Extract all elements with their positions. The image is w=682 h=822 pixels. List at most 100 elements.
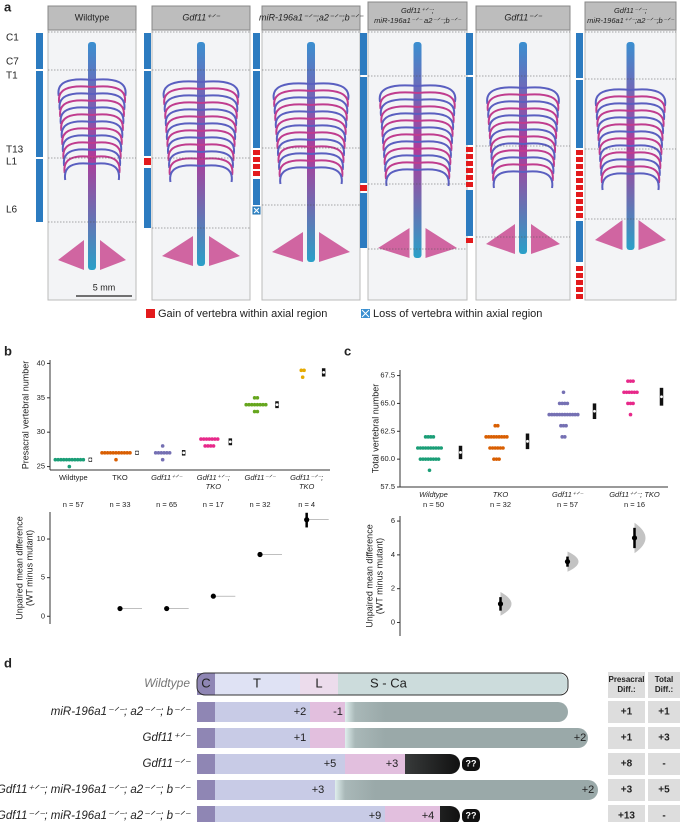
rib (91, 162, 121, 181)
rib (169, 164, 202, 183)
data-point (631, 379, 635, 383)
data-point (100, 451, 104, 455)
data-point (493, 423, 498, 428)
data-point (108, 451, 113, 455)
table-header (648, 672, 680, 698)
data-point (67, 464, 72, 469)
data-point (114, 457, 118, 462)
rib (385, 168, 418, 187)
data-point (215, 437, 220, 441)
data-point (119, 451, 124, 455)
rib (599, 151, 631, 170)
rib (600, 158, 631, 177)
rib (597, 123, 631, 142)
data-point (416, 446, 420, 450)
row-genotype: Wildtype (144, 676, 190, 690)
data-point (631, 401, 635, 406)
row-bar (345, 754, 405, 774)
rib (310, 103, 348, 122)
y-axis-label: Unpaired mean difference (14, 516, 24, 619)
header-box (475, 5, 571, 31)
rib (57, 78, 93, 97)
data-point (560, 401, 564, 406)
rib (91, 134, 123, 153)
rib (273, 89, 312, 108)
rib (91, 141, 122, 160)
rib (310, 110, 348, 129)
change-label: +9 (369, 810, 382, 822)
data-point (162, 451, 166, 455)
x-tick-label: Wildtype (419, 490, 448, 499)
level-label: C1 (6, 33, 19, 44)
rib (417, 91, 456, 110)
y-tick-label: 67.5 (380, 371, 395, 380)
column-label: Total (655, 675, 674, 684)
rib (417, 98, 456, 117)
data-point (206, 444, 210, 448)
data-point (431, 446, 436, 450)
data-point (622, 390, 626, 395)
spine (519, 42, 527, 254)
rib (164, 108, 202, 127)
data-point (56, 457, 60, 462)
gain-marker (253, 164, 260, 169)
data-point (488, 446, 492, 450)
gain-marker (576, 192, 583, 197)
data-point (250, 402, 254, 407)
rib (598, 130, 631, 149)
row-bar (345, 728, 385, 748)
rib (310, 138, 346, 157)
table-value: +5 (658, 785, 670, 796)
region-bar (466, 190, 473, 236)
rib (200, 129, 236, 148)
row-bar (385, 806, 440, 822)
region-bar (360, 77, 367, 183)
region-bar (36, 159, 43, 222)
data-point (111, 451, 115, 455)
region-label: L (315, 675, 322, 690)
region-label: T (253, 675, 261, 690)
rib (487, 107, 524, 126)
rib (166, 129, 202, 148)
row-genotype: miR-196a1⁻ᐟ⁻; a2⁻ᐟ⁻; b⁻ᐟ⁻ (51, 706, 191, 718)
rib (200, 136, 236, 155)
data-point (563, 435, 567, 439)
y-tick-label: 6 (391, 516, 395, 525)
data-point (421, 446, 425, 450)
gain-marker (576, 266, 583, 271)
data-point (429, 446, 433, 450)
data-point (75, 457, 80, 462)
row-bar (335, 780, 375, 800)
rib (522, 170, 554, 189)
rib (310, 117, 347, 136)
rib (60, 120, 93, 139)
rib (596, 109, 631, 128)
data-point (299, 368, 304, 373)
rib (522, 163, 554, 182)
data-point (423, 446, 428, 450)
data-point (426, 435, 431, 439)
change-label: +4 (422, 810, 435, 822)
rib (417, 112, 455, 131)
row-genotype: Gdf11⁻ᐟ⁻ (143, 758, 191, 770)
data-point (505, 435, 509, 439)
gain-marker (253, 150, 260, 155)
region-bar (197, 673, 215, 695)
table-cell (608, 701, 645, 723)
data-point (434, 457, 438, 461)
table-cell (608, 753, 645, 775)
change-label: +3 (312, 784, 325, 796)
table-cell (648, 701, 680, 723)
rib (489, 135, 524, 154)
rib (383, 140, 418, 159)
row-bar (197, 702, 215, 722)
change-label: +1 (294, 732, 307, 744)
level-label: L1 (6, 157, 18, 168)
table-value: +8 (621, 759, 633, 770)
data-point (78, 457, 83, 462)
data-point (264, 402, 268, 407)
spine (197, 42, 205, 266)
rib (91, 113, 124, 132)
data-point (252, 396, 257, 400)
